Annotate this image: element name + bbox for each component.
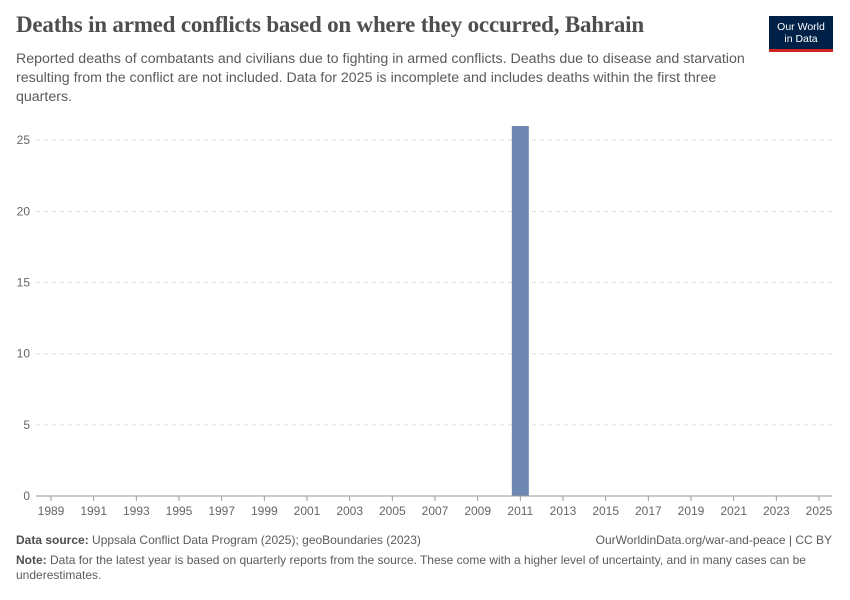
x-tick-label: 2003 (336, 504, 363, 518)
x-tick-label: 1991 (80, 504, 107, 518)
x-tick-label: 2009 (464, 504, 491, 518)
x-tick-label: 2023 (763, 504, 790, 518)
note-text: Data for the latest year is based on qua… (16, 553, 806, 582)
y-tick-label: 5 (23, 418, 30, 432)
bars (511, 126, 529, 496)
x-tick-label: 2005 (379, 504, 406, 518)
x-tick-label: 2013 (550, 504, 577, 518)
footnote: Note: Data for the latest year is based … (16, 553, 831, 583)
x-axis-ticks: 1989 1991 1993 1995 1997 1999 2001 2003 2005 2007… (38, 496, 833, 518)
bar-2011[interactable] (511, 126, 529, 496)
x-tick-label: 1995 (166, 504, 193, 518)
x-tick-label: 1989 (38, 504, 65, 518)
x-tick-label: 2017 (635, 504, 662, 518)
data-source-text[interactable]: Uppsala Conflict Data Program (2025); ge… (92, 533, 421, 547)
data-source: Data source: Uppsala Conflict Data Progr… (16, 533, 421, 547)
logo-line-1: Our World (777, 21, 825, 33)
owid-logo[interactable]: Our World in Data (769, 16, 833, 52)
grid-lines (36, 139, 832, 426)
x-tick-label: 1993 (123, 504, 150, 518)
x-tick-label: 2011 (507, 504, 533, 518)
x-tick-label: 1997 (208, 504, 235, 518)
y-tick-label: 20 (17, 204, 31, 218)
y-tick-label: 0 (23, 489, 30, 503)
data-source-label: Data source: (16, 533, 89, 547)
y-tick-label: 15 (17, 276, 31, 290)
x-tick-label: 2025 (806, 504, 833, 518)
y-tick-label: 10 (17, 347, 31, 361)
y-axis-ticks: 0 5 10 15 20 25 (17, 133, 31, 503)
logo-line-2: in Data (784, 33, 818, 45)
x-tick-label: 1999 (251, 504, 278, 518)
y-tick-label: 25 (17, 133, 31, 147)
chart-subtitle: Reported deaths of combatants and civili… (16, 51, 745, 105)
x-tick-label: 2007 (422, 504, 449, 518)
x-tick-label: 2019 (678, 504, 705, 518)
credit-link[interactable]: OurWorldinData.org/war-and-peace | CC BY (595, 533, 832, 547)
note-label: Note: (16, 553, 47, 567)
x-tick-label: 2001 (294, 504, 321, 518)
x-tick-label: 2021 (720, 504, 747, 518)
x-tick-label: 2015 (592, 504, 619, 518)
chart-title: Deaths in armed conflicts based on where… (16, 12, 644, 37)
